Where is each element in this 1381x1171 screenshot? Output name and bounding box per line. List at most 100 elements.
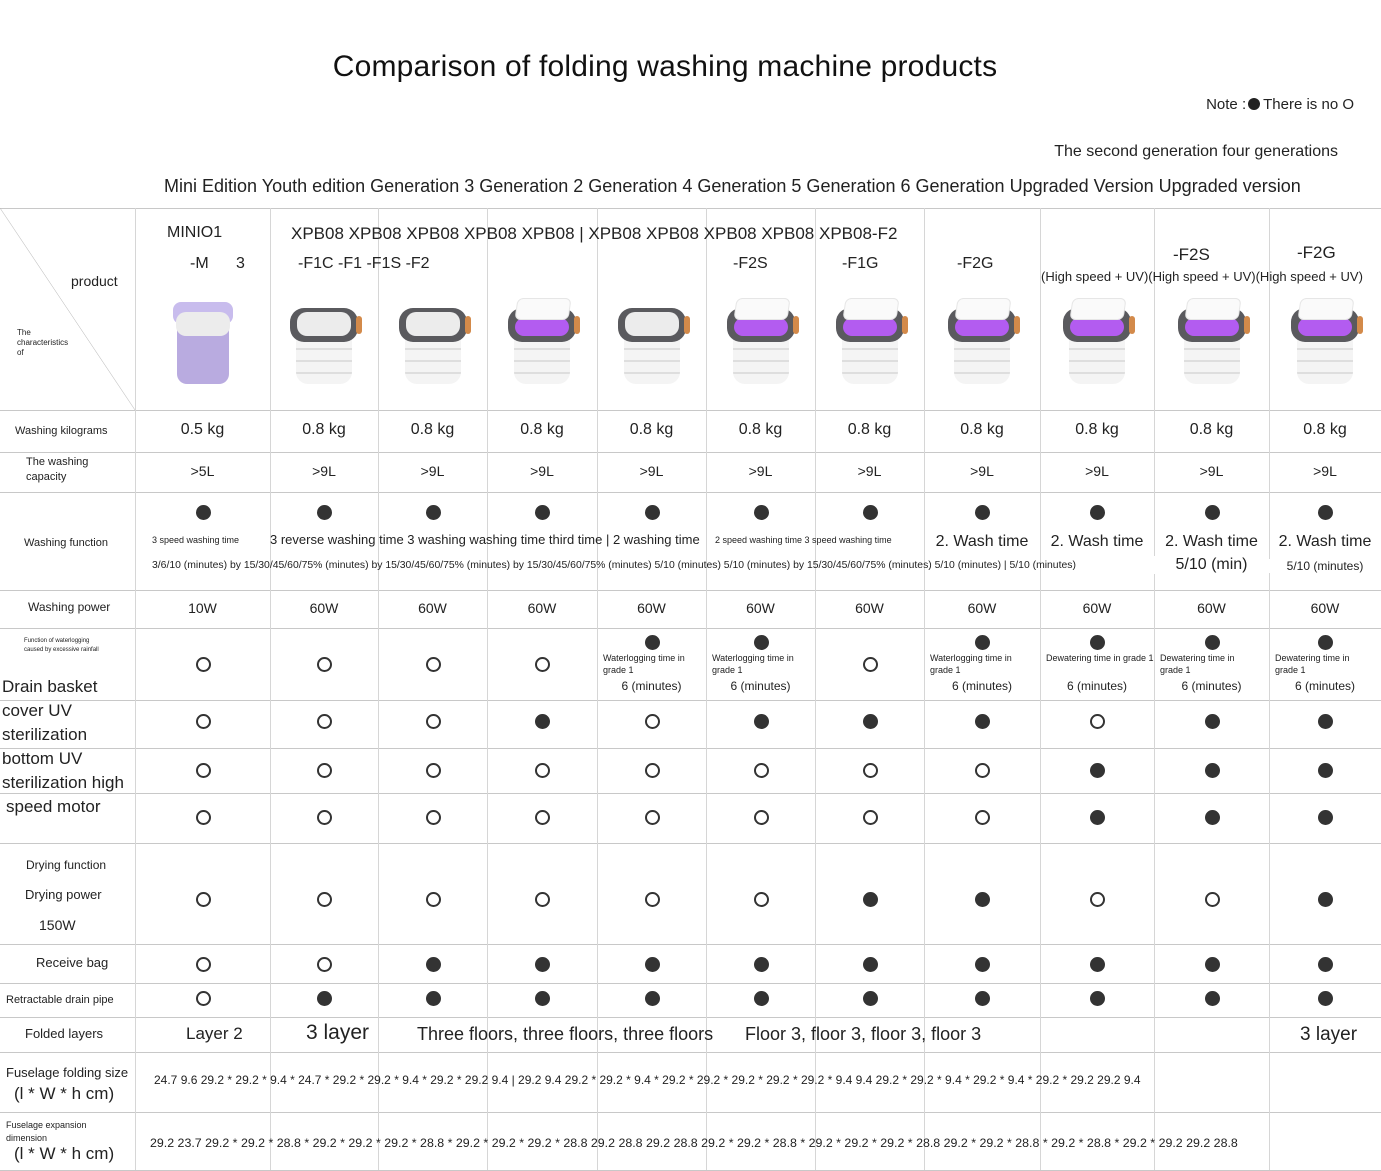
filled-dot-icon <box>975 714 990 729</box>
empty-circle-icon <box>195 991 211 1006</box>
empty-circle-icon <box>644 892 660 907</box>
waterlog-minutes: 6 (minutes) <box>730 679 791 693</box>
washing-text: 5/10 (min) <box>1154 556 1269 574</box>
filled-dot-icon <box>753 635 769 650</box>
empty-circle-icon <box>644 810 660 825</box>
empty-circle-icon <box>317 957 332 972</box>
filled-dot-icon <box>644 957 660 972</box>
empty-circle-icon <box>425 892 441 907</box>
empty-circle-icon <box>1090 892 1105 907</box>
waterlog-minutes: 6 (minutes) <box>621 679 682 693</box>
filled-dot-icon <box>644 991 660 1006</box>
washing-text: 2 speed washing time 3 speed washing tim… <box>715 535 892 545</box>
filled-dot-icon <box>535 957 550 972</box>
header-diagonal <box>0 208 135 410</box>
empty-circle-icon <box>195 763 211 778</box>
waterlog-minutes: 6 (minutes) <box>1294 679 1356 693</box>
row-label: Folded layers <box>25 1026 104 1041</box>
empty-circle-icon <box>644 714 660 729</box>
table-column-divider <box>706 208 707 1170</box>
table-row-divider <box>0 983 1381 984</box>
waterlog-note: Dewatering time in grade 1 <box>1160 653 1235 675</box>
filled-dot-icon <box>425 957 441 972</box>
filled-dot-icon <box>975 505 990 520</box>
row-label: speed motor <box>6 797 101 816</box>
washing-text: 2. Wash time <box>1278 533 1372 550</box>
capacity-value: >9L <box>420 463 445 479</box>
empty-circle-icon <box>753 763 769 778</box>
washing-text: 2. Wash time <box>1165 533 1258 550</box>
filled-dot-icon <box>753 957 769 972</box>
filled-dot-icon <box>1090 957 1105 972</box>
washing-text: 3 reverse washing time 3 washing washing… <box>270 532 700 547</box>
row-label: Washing power <box>28 600 111 614</box>
filled-dot-icon <box>1204 714 1220 729</box>
empty-circle-icon <box>1090 714 1105 729</box>
kg-value: 0.8 kg <box>1189 421 1234 438</box>
layers-text: 3 layer <box>1300 1024 1358 1045</box>
capacity-value: >9L <box>530 463 554 479</box>
filled-dot-icon <box>862 957 878 972</box>
table-row-divider <box>0 590 1381 591</box>
washing-text: 3 speed washing time <box>152 535 240 545</box>
empty-circle-icon <box>317 763 332 778</box>
row-label: Drying power <box>25 887 102 902</box>
table-row-divider <box>0 628 1381 629</box>
washing-text: 3/6/10 (minutes) by 15/30/45/60/75% (min… <box>152 560 1076 571</box>
table-column-divider <box>378 208 379 1170</box>
kg-value: 0.8 kg <box>847 421 892 438</box>
empty-circle-icon <box>425 810 441 825</box>
model-label: -F2S <box>1173 245 1210 264</box>
page-title: Comparison of folding washing machine pr… <box>332 50 998 83</box>
filled-dot-icon <box>1204 991 1220 1006</box>
product-image <box>614 298 690 388</box>
table-row-divider <box>0 843 1381 844</box>
product-image <box>286 298 362 388</box>
empty-circle-icon <box>535 810 550 825</box>
filled-dot-icon <box>1204 957 1220 972</box>
filled-dot-icon <box>1090 991 1105 1006</box>
table-column-divider <box>1154 208 1155 1170</box>
row-label: 150W <box>39 917 76 933</box>
capacity-value: >9L <box>1313 463 1337 479</box>
power-value: 60W <box>967 600 997 616</box>
row-label: (l * W * h cm) <box>14 1084 115 1103</box>
capacity-value: >9L <box>639 463 664 479</box>
row-label: Washing kilograms <box>15 425 108 437</box>
waterlog-note: Waterlogging time in grade 1 <box>712 653 794 675</box>
empty-circle-icon <box>975 763 990 778</box>
filled-dot-icon <box>1318 957 1333 972</box>
legend-note: Note : There is no O <box>1206 96 1354 113</box>
filled-dot-icon <box>1318 635 1333 650</box>
table-column-divider <box>487 208 488 1170</box>
row-label: sterilization <box>2 725 88 744</box>
row-label: Function of waterlogging caused by exces… <box>24 638 99 653</box>
model-label: -M <box>190 255 209 272</box>
product-image <box>832 298 908 388</box>
filled-dot-icon <box>862 991 878 1006</box>
table-row-divider <box>0 793 1381 794</box>
model-label: (High speed + UV)(High speed + UV)(High … <box>1041 269 1363 284</box>
filled-dot-icon <box>753 714 769 729</box>
power-value: 60W <box>1197 600 1226 616</box>
kg-value: 0.8 kg <box>302 421 346 438</box>
empty-circle-icon <box>1204 892 1220 907</box>
filled-dot-icon <box>862 892 878 907</box>
filled-dot-icon <box>535 505 550 520</box>
model-label: -F2G <box>1297 243 1336 262</box>
kg-value: 0.8 kg <box>410 421 455 438</box>
empty-circle-icon <box>195 714 211 729</box>
filled-dot-icon <box>1318 991 1333 1006</box>
note-text: There is no O <box>1263 96 1354 113</box>
kg-value: 0.8 kg <box>1075 421 1119 438</box>
row-label: The washing capacity <box>26 456 89 483</box>
filled-dot-icon <box>1318 892 1333 907</box>
product-image <box>165 298 241 388</box>
empty-circle-icon <box>317 892 332 907</box>
layers-text: 3 layer <box>306 1021 370 1044</box>
model-label: MINIO1 <box>167 224 223 241</box>
table-column-divider <box>1269 208 1270 1170</box>
power-value: 60W <box>1082 600 1112 616</box>
filled-dot-icon <box>1090 810 1105 825</box>
waterlog-note: Dewatering time in grade 1 <box>1046 653 1154 663</box>
